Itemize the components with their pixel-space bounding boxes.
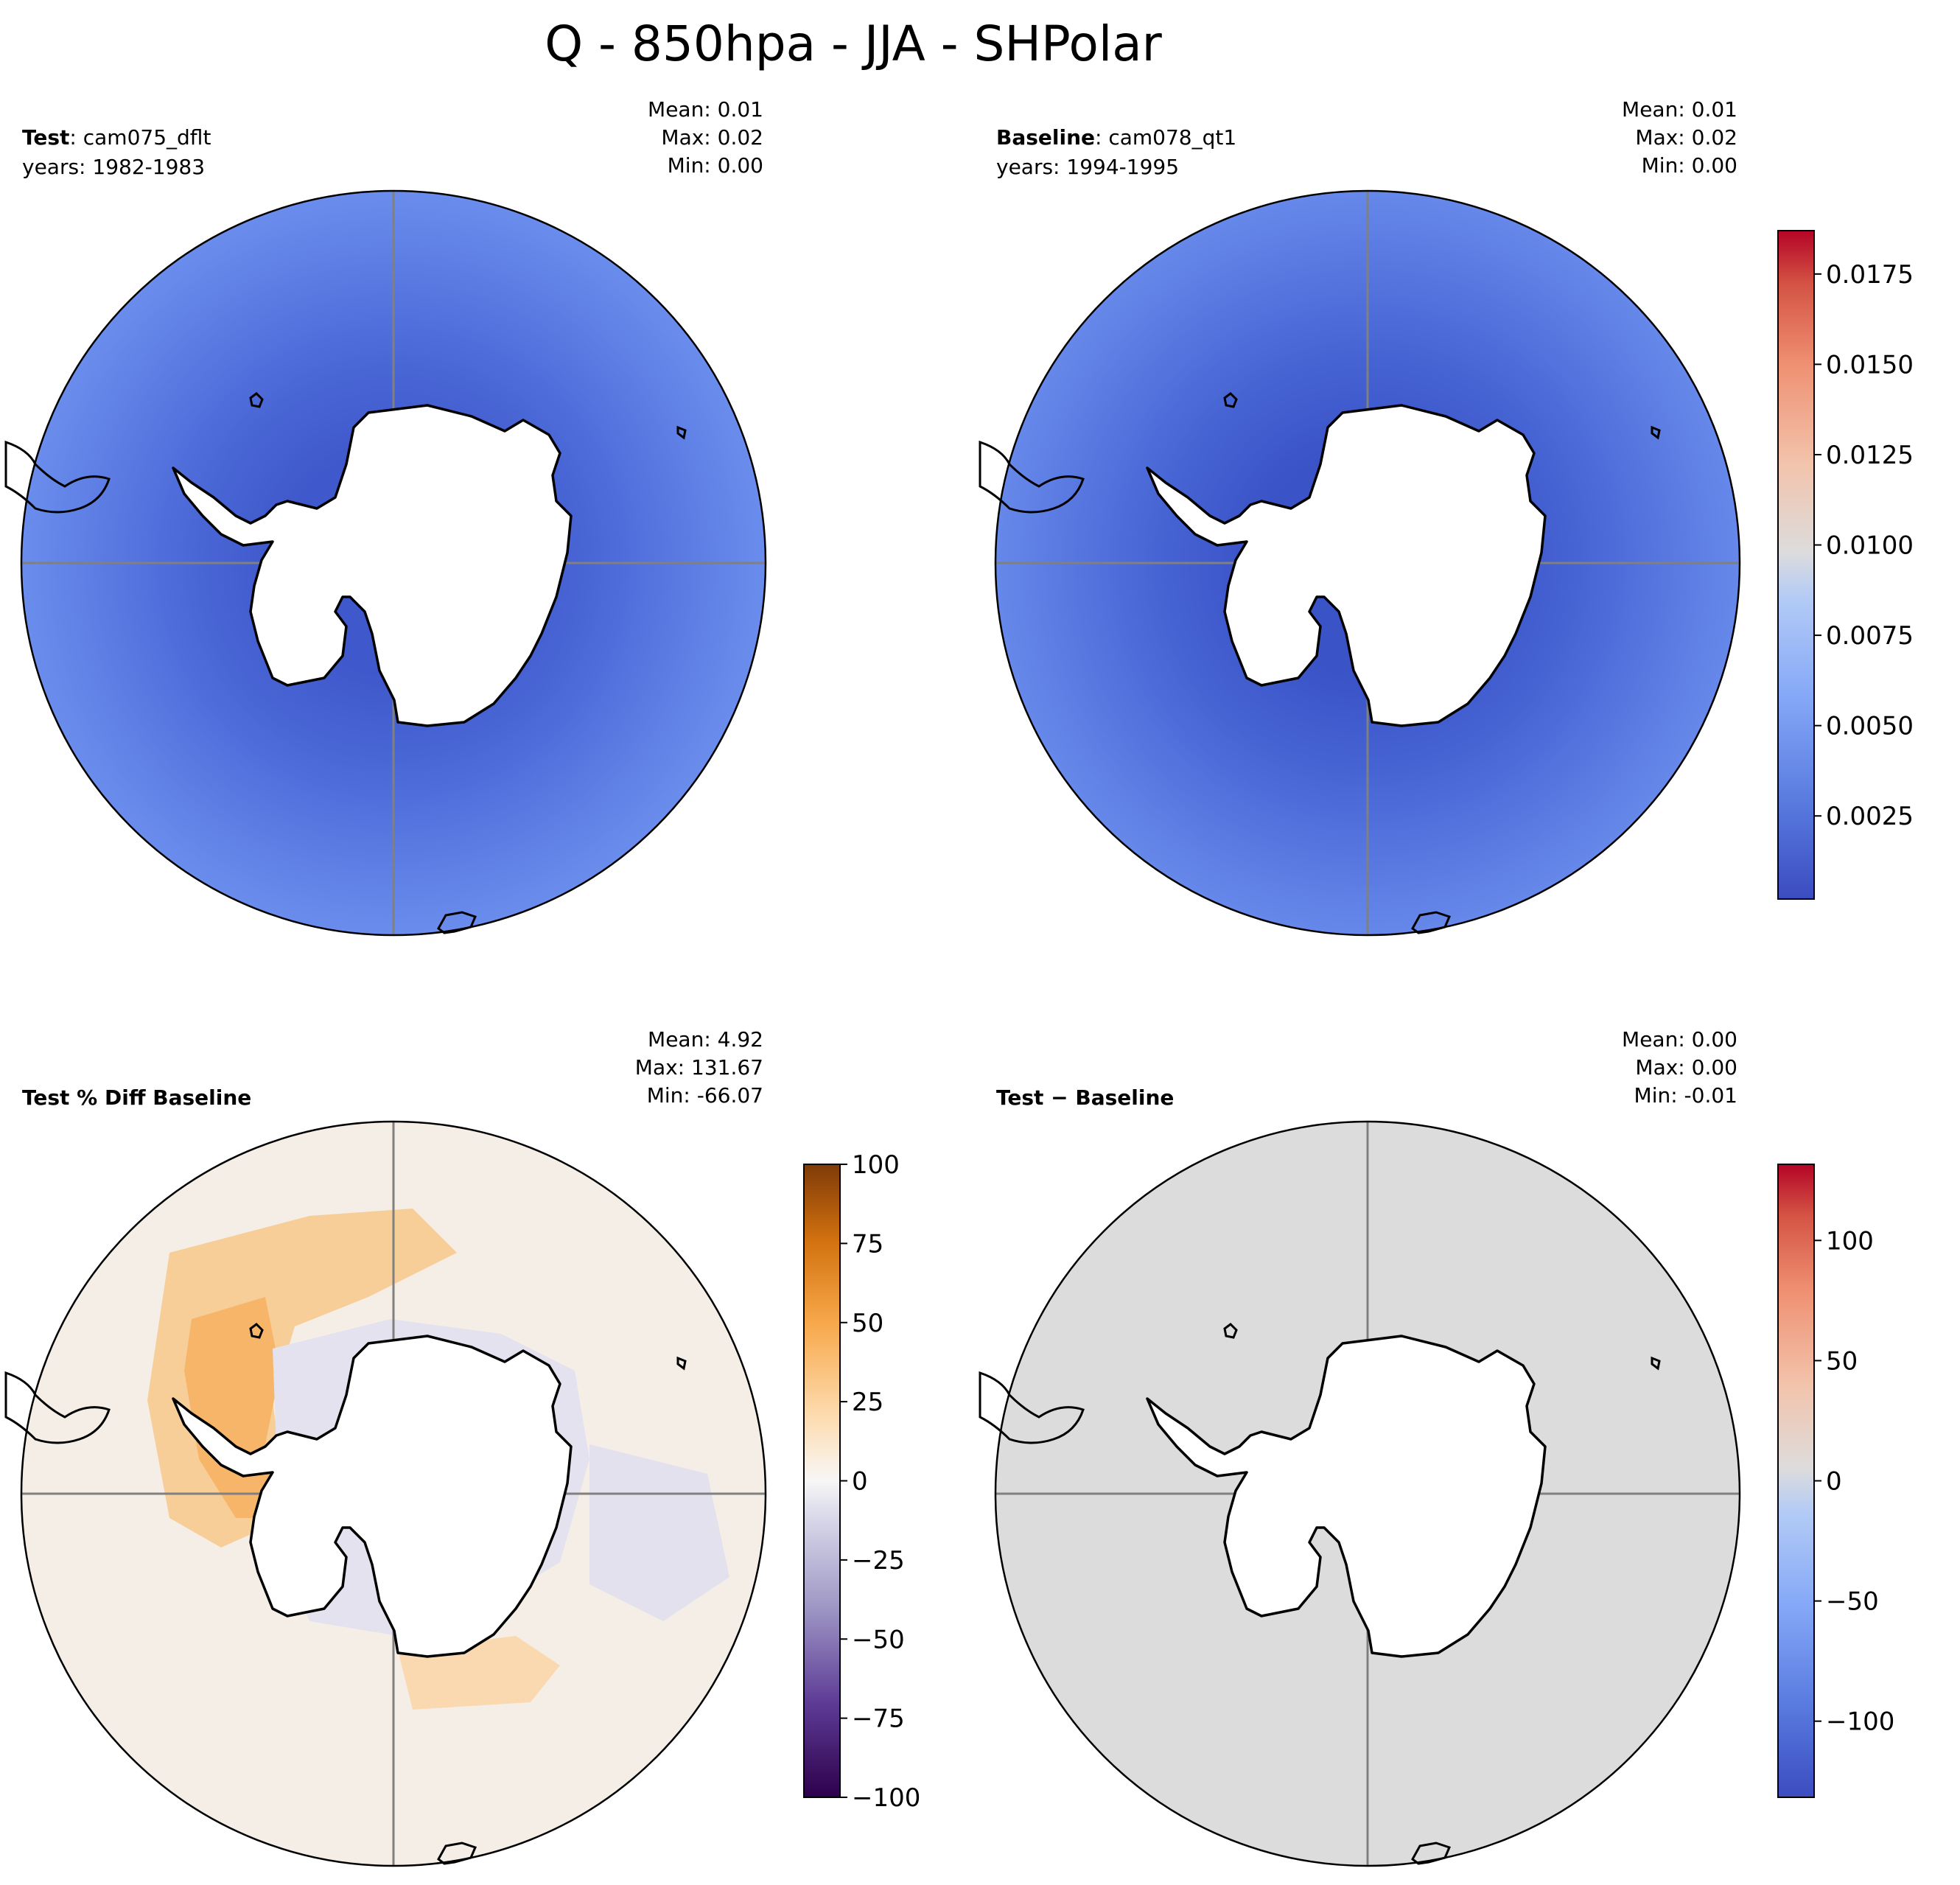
colorbar-diff-bar <box>1777 1164 1815 1798</box>
panel-baseline-label-bold: Baseline <box>996 125 1095 150</box>
colorbar-pctdiff-tick-label: −75 <box>852 1704 905 1734</box>
colorbar-pctdiff-tick-label: 100 <box>852 1150 900 1180</box>
panel-test-label-bold: Test <box>22 125 69 150</box>
colorbar-diff: 100 50 0 −50 −100 <box>1777 1164 1894 1798</box>
colorbar-top: 0.0025 0.0050 0.0075 0.0100 0.0125 0.0150 0.01… <box>1777 230 1914 900</box>
colorbar-pctdiff-tick-label: 50 <box>852 1309 883 1338</box>
colorbar-diff-tick-label: 0 <box>1826 1467 1842 1497</box>
panel-test-label-rest: : cam075_dflt <box>69 125 211 150</box>
colorbar-pctdiff-bar <box>803 1164 841 1798</box>
panel-baseline-stat-max: Max: 0.02 <box>1635 125 1737 150</box>
panel-test-island-south <box>437 911 477 934</box>
panel-baseline-years: years: 1994-1995 <box>996 155 1179 179</box>
colorbar-pctdiff-ticks: 100 75 50 25 0 −25 −50 −75 −100 <box>840 1150 920 1813</box>
colorbar-diff-tick-label: −100 <box>1826 1707 1894 1737</box>
panel-diff-map-border <box>994 1120 1741 1867</box>
panel-baseline-stat-min: Min: 0.00 <box>1642 153 1737 178</box>
colorbar-top-tick-label: 0.0050 <box>1826 712 1914 741</box>
panel-diff-stat-min: Min: -0.01 <box>1634 1083 1737 1108</box>
panel-test-stat-min: Min: 0.00 <box>668 153 763 178</box>
panel-diff-island-south <box>1411 1842 1452 1865</box>
colorbar-top-tick-label: 0.0075 <box>1826 621 1914 651</box>
panel-pctdiff: Test % Diff Baseline Mean: 4.92 Max: 131… <box>4 1027 767 1867</box>
panel-pctdiff-stat-min: Min: -66.07 <box>647 1083 763 1108</box>
figure-title: Q - 850hpa - JJA - SHPolar <box>545 15 1162 72</box>
panel-baseline-stat-mean: Mean: 0.01 <box>1622 97 1737 122</box>
colorbar-pctdiff-tick-label: −25 <box>852 1546 905 1576</box>
pctdiff-negative-east <box>589 1444 729 1621</box>
panel-diff-stat-max: Max: 0.00 <box>1635 1055 1737 1080</box>
panel-pctdiff-island-south <box>437 1842 477 1865</box>
colorbar-top-tick-label: 0.0100 <box>1826 531 1914 561</box>
colorbar-diff-tick-label: −50 <box>1826 1587 1879 1617</box>
panel-baseline-island-south <box>1411 911 1452 934</box>
colorbar-pctdiff-tick-label: −100 <box>852 1783 920 1813</box>
panel-diff: Test − Baseline Mean: 0.00 Max: 0.00 Min… <box>979 1027 1741 1867</box>
panel-pctdiff-map-border <box>20 1120 767 1867</box>
panel-diff-label: Test − Baseline <box>996 1085 1174 1110</box>
colorbar-pctdiff-tick-label: 25 <box>852 1388 883 1417</box>
panel-baseline-label-rest: : cam078_qt1 <box>1095 125 1236 150</box>
panel-pctdiff-label: Test % Diff Baseline <box>22 1085 251 1110</box>
colorbar-top-tick-label: 0.0125 <box>1826 441 1914 470</box>
colorbar-top-bar <box>1777 230 1815 900</box>
panel-baseline: Baseline: cam078_qt1 years: 1994-1995 Me… <box>979 97 1741 937</box>
panel-baseline-map-border <box>994 189 1741 937</box>
panel-test-map-border <box>20 189 767 937</box>
colorbar-pctdiff-tick-label: 75 <box>852 1229 883 1259</box>
panel-pctdiff-stat-mean: Mean: 4.92 <box>648 1027 763 1052</box>
panel-test-stat-max: Max: 0.02 <box>661 125 763 150</box>
panel-diff-stat-mean: Mean: 0.00 <box>1622 1027 1737 1052</box>
colorbar-top-tick-label: 0.0175 <box>1826 260 1914 290</box>
colorbar-top-ticks: 0.0025 0.0050 0.0075 0.0100 0.0125 0.0150 0.01… <box>1814 260 1914 831</box>
colorbar-top-tick-label: 0.0025 <box>1826 802 1914 831</box>
colorbar-diff-tick-label: 50 <box>1826 1346 1858 1376</box>
colorbar-diff-ticks: 100 50 0 −50 −100 <box>1814 1226 1894 1737</box>
panel-test-label: Test: cam075_dflt <box>22 125 211 150</box>
panel-baseline-label: Baseline: cam078_qt1 <box>996 125 1236 150</box>
colorbar-pctdiff-tick-label: −50 <box>852 1625 905 1654</box>
panel-test-years: years: 1982-1983 <box>22 155 205 179</box>
colorbar-pctdiff-tick-label: 0 <box>852 1467 868 1497</box>
panel-pctdiff-stat-max: Max: 131.67 <box>635 1055 763 1080</box>
colorbar-top-tick-label: 0.0150 <box>1826 350 1914 380</box>
panel-test: Test: cam075_dflt years: 1982-1983 Mean:… <box>4 97 767 937</box>
colorbar-pctdiff: 100 75 50 25 0 −25 −50 −75 −100 <box>803 1150 920 1813</box>
panel-test-stat-mean: Mean: 0.01 <box>648 97 763 122</box>
colorbar-diff-tick-label: 100 <box>1826 1226 1874 1256</box>
